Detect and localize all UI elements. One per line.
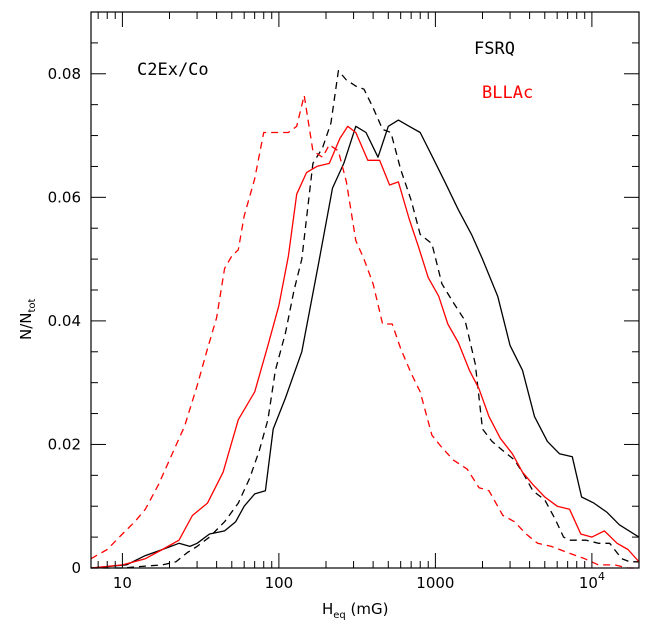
x-tick-label-1-base: 100 (265, 574, 294, 592)
x-tick-label-2-base: 1000 (416, 574, 454, 592)
legend: FSRQ BLLAc (474, 39, 533, 103)
x-tick-label-1: 100 (265, 574, 294, 592)
x-tick-label-0: 10 (113, 574, 132, 592)
chart-annotation: C2Ex/Co (137, 60, 209, 80)
x-axis-label-rest: (mG) (346, 600, 389, 618)
x-axis-label: Heq (mG) (322, 600, 389, 621)
y-tick-label-1: 0.02 (48, 435, 81, 453)
series-line-2-bllac-solid (90, 125, 640, 569)
series-line-0-fsrq-solid (90, 119, 640, 569)
ticks-layer (91, 11, 640, 569)
legend-entry-bllac: BLLAc (482, 83, 533, 103)
y-axis-label-main: N/N (17, 313, 35, 341)
x-axis-label-main: H (322, 600, 333, 618)
series-layer (90, 70, 640, 569)
x-tick-label-3-base: 10 (579, 574, 598, 592)
plot-frame (90, 11, 640, 569)
x-tick-label-3-exponent: 4 (598, 570, 605, 583)
y-tick-label-2: 0.04 (48, 312, 81, 330)
y-tick-label-3: 0.06 (48, 188, 81, 206)
x-axis-label-subscript: eq (333, 610, 346, 621)
series-line-1-fsrq-dashed (91, 70, 639, 569)
y-tick-label-4: 0.08 (48, 65, 81, 83)
x-tick-label-2: 1000 (416, 574, 454, 592)
x-tick-label-0-base: 10 (113, 574, 132, 592)
legend-entry-fsrq: FSRQ (474, 39, 515, 59)
series-line-3-bllac-dashed (90, 94, 639, 569)
x-tick-label-3: 104 (579, 570, 605, 592)
y-axis-label-subscript: tot (27, 298, 38, 312)
y-axis-label: N/Ntot (17, 298, 38, 340)
y-tick-label-0: 0 (71, 559, 81, 577)
